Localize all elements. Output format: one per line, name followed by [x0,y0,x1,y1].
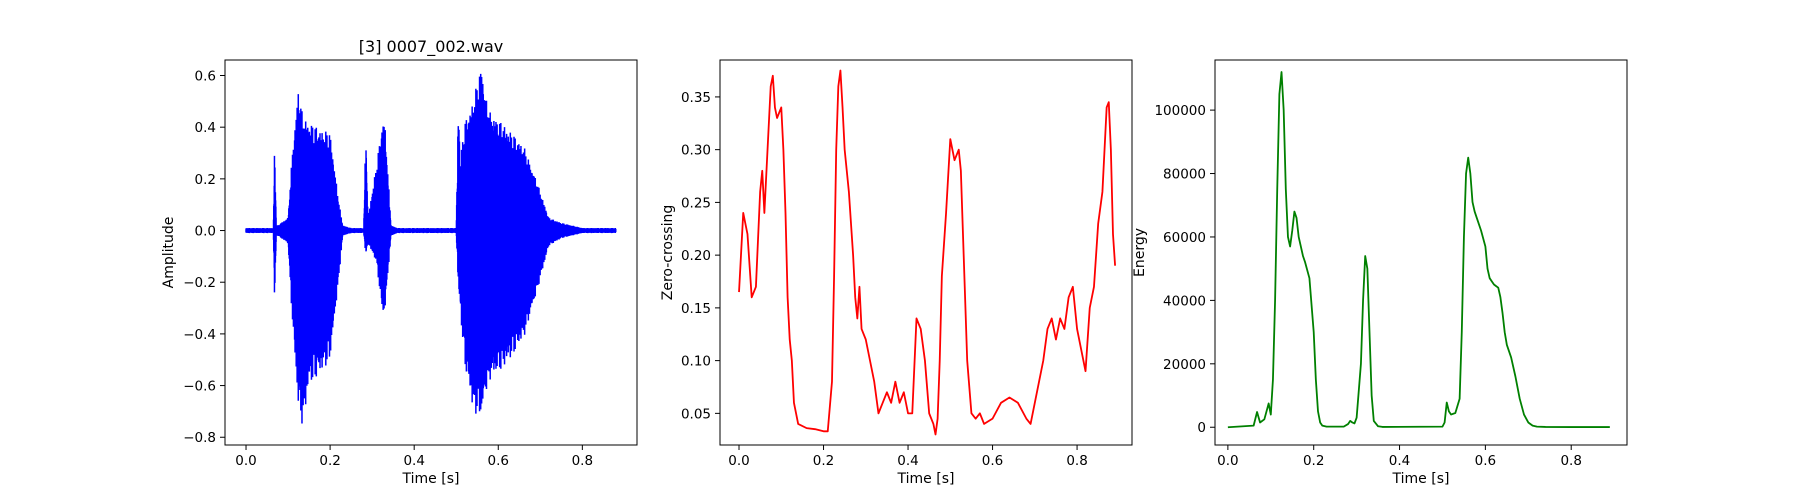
y-tick-label: −0.8 [183,430,216,446]
amplitude-series [245,73,617,424]
y-tick-label: 0.15 [681,301,711,317]
y-tick-label: −0.2 [183,275,216,291]
y-tick-label: 100000 [1154,103,1206,119]
x-tick-label: 0.4 [897,453,918,469]
x-tick-label: 0.2 [813,453,834,469]
y-tick-label: 0.30 [681,143,711,159]
x-tick-label: 0.6 [1475,453,1496,469]
x-tick-label: 0.2 [1303,453,1324,469]
y-tick-label: 60000 [1163,230,1206,246]
y-tick-label: 0 [1197,420,1206,436]
y-tick-label: 0.25 [681,195,711,211]
x-axis-label: Time [s] [897,471,955,487]
x-axis-label: Time [s] [1392,471,1450,487]
x-tick-label: 0.0 [728,453,749,469]
y-axis-label: Energy [1132,228,1148,277]
y-tick-label: 0.20 [681,248,711,264]
zero-crossing-panel: 0.0 0.2 0.4 0.6 0.8 0.05 0.10 0.15 0.20 0.25 0.30 0… [660,59,1133,487]
axes-frame [1214,59,1628,446]
x-tick-label: 0.2 [319,453,340,469]
y-tick-label: 80000 [1163,167,1206,183]
chart-title: [3] 0007_002.wav [359,37,503,57]
y-axis-label: Amplitude [161,217,177,289]
x-tick-label: 0.8 [1560,453,1581,469]
y-tick-label: 0.0 [195,224,216,240]
y-tick-label: 0.4 [195,120,216,136]
y-tick-label: 20000 [1163,357,1206,373]
x-tick-label: 0.6 [982,453,1003,469]
x-tick-label: 0.8 [1066,453,1087,469]
energy-line [1227,71,1610,429]
y-tick-label: −0.6 [183,379,216,395]
zero-crossing-line [738,69,1116,436]
y-tick-label: 0.10 [681,354,711,370]
y-tick-label: 40000 [1163,293,1206,309]
x-tick-label: 0.0 [235,453,256,469]
y-tick-label: 0.2 [195,172,216,188]
energy-panel: 0.0 0.2 0.4 0.6 0.8 0 20000 40000 60000 80000 1000… [1132,59,1628,487]
y-axis-label: Zero-crossing [660,205,676,300]
x-tick-label: 0.8 [572,453,593,469]
y-tick-label: −0.4 [183,327,216,343]
x-axis-label: Time [s] [402,471,460,487]
y-tick-label: 0.6 [195,69,216,85]
axes-frame [224,59,638,446]
amplitude-panel: 0.0 0.2 0.4 0.6 0.8 −0.8 −0.6 −0.4 −0.2 0.0 0.2 0.4… [161,37,638,487]
y-tick-label: 0.35 [681,90,711,106]
energy-series [1227,71,1610,429]
x-tick-label: 0.4 [403,453,424,469]
y-tick-label: 0.05 [681,406,711,422]
waveform-line [245,73,617,424]
zero-crossing-series [738,69,1116,436]
x-tick-label: 0.6 [488,453,509,469]
axes-frame [719,59,1133,446]
x-tick-label: 0.4 [1389,453,1410,469]
x-tick-label: 0.0 [1217,453,1238,469]
